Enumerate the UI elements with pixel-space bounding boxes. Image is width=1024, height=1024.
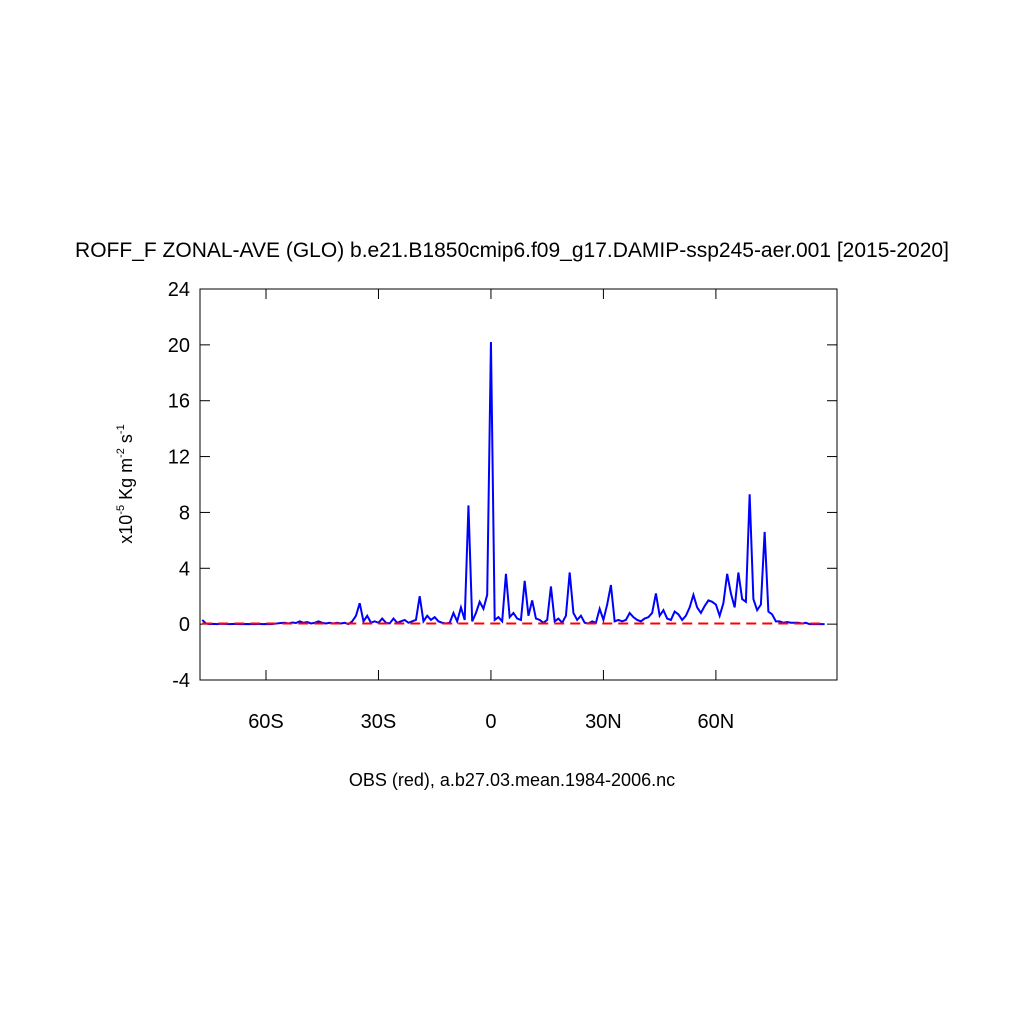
y-axis-label: x10-5 Kg m-2 s-1 — [115, 424, 136, 543]
x-tick-label: 0 — [485, 711, 496, 733]
x-tick-label: 60N — [698, 711, 735, 733]
y-tick-label: 20 — [168, 335, 190, 357]
y-label-part: s — [116, 434, 136, 448]
y-label-sup: -2 — [115, 448, 127, 458]
series-line — [201, 342, 825, 626]
y-tick-label: 24 — [168, 279, 190, 301]
y-tick-label: 4 — [179, 558, 190, 580]
y-tick-label: -4 — [172, 670, 190, 692]
y-label-part: x10 — [116, 515, 136, 544]
y-tick-label: 0 — [179, 614, 190, 636]
y-label-sup: -5 — [115, 505, 127, 515]
y-tick-label: 8 — [179, 502, 190, 524]
x-axis-label: OBS (red), a.b27.03.mean.1984-2006.nc — [349, 770, 675, 790]
plot-frame — [199, 288, 838, 681]
y-tick-label: 12 — [168, 447, 190, 469]
chart-title: ROFF_F ZONAL-AVE (GLO) b.e21.B1850cmip6.… — [75, 239, 949, 262]
x-tick-label: 30S — [361, 711, 397, 733]
x-tick-label: 30N — [585, 711, 622, 733]
y-tick-label: 16 — [168, 391, 190, 413]
y-label-part: Kg m — [116, 458, 136, 505]
y-label-sup: -1 — [115, 424, 127, 434]
x-tick-label: 60S — [248, 711, 284, 733]
